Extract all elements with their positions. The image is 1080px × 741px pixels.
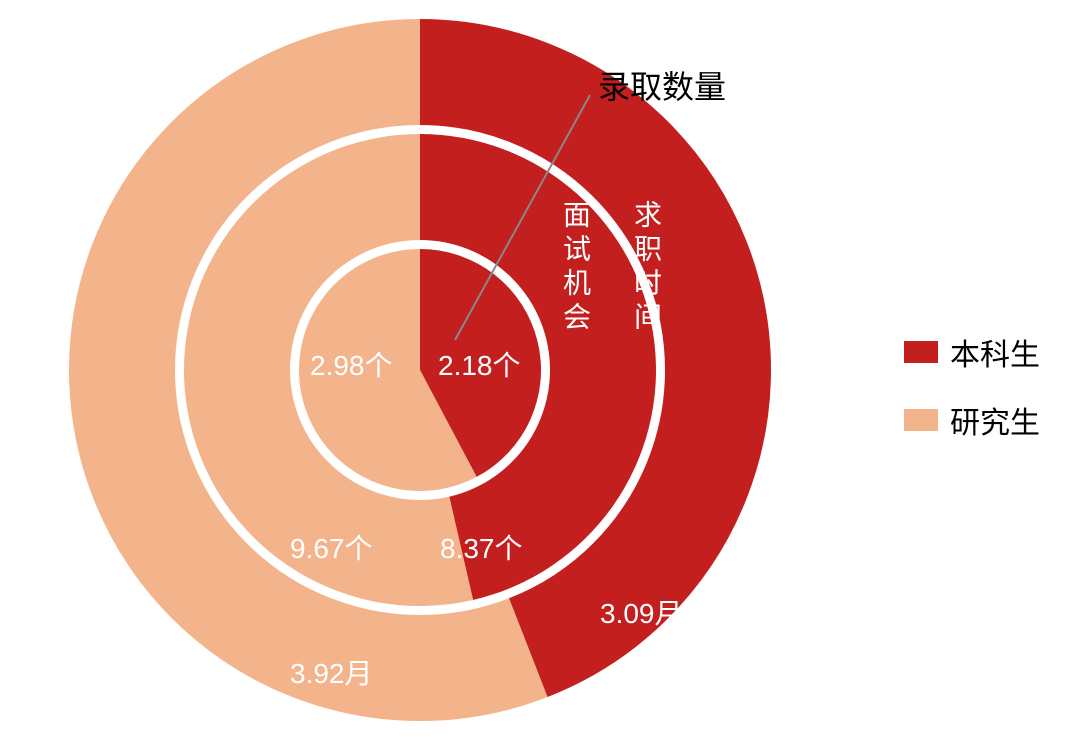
value-outer-grad: 3.92月: [290, 652, 373, 692]
legend-swatch-graduate: [904, 409, 938, 431]
legend-label-graduate: 研究生: [950, 398, 1040, 442]
legend-swatch-undergraduate: [904, 341, 938, 363]
value-middle-grad: 9.67个: [290, 527, 373, 567]
ring-title-outer: 求职时间: [626, 200, 666, 336]
ring-title-middle: 面试机会: [555, 200, 595, 336]
legend-item-graduate: 研究生: [904, 398, 1040, 442]
nested-donut-chart: 录取数量 求职时间 面试机会 2.18个 2.98个 8.37个 9.67个 3…: [0, 0, 1080, 736]
value-middle-undergrad: 8.37个: [440, 527, 523, 567]
value-inner-grad: 2.98个: [310, 344, 393, 384]
legend: 本科生 研究生: [904, 330, 1040, 442]
value-outer-undergrad: 3.09月: [600, 592, 683, 632]
callout-label: 录取数量: [598, 62, 726, 108]
legend-label-undergraduate: 本科生: [950, 330, 1040, 374]
value-inner-undergrad: 2.18个: [438, 344, 521, 384]
legend-item-undergraduate: 本科生: [904, 330, 1040, 374]
